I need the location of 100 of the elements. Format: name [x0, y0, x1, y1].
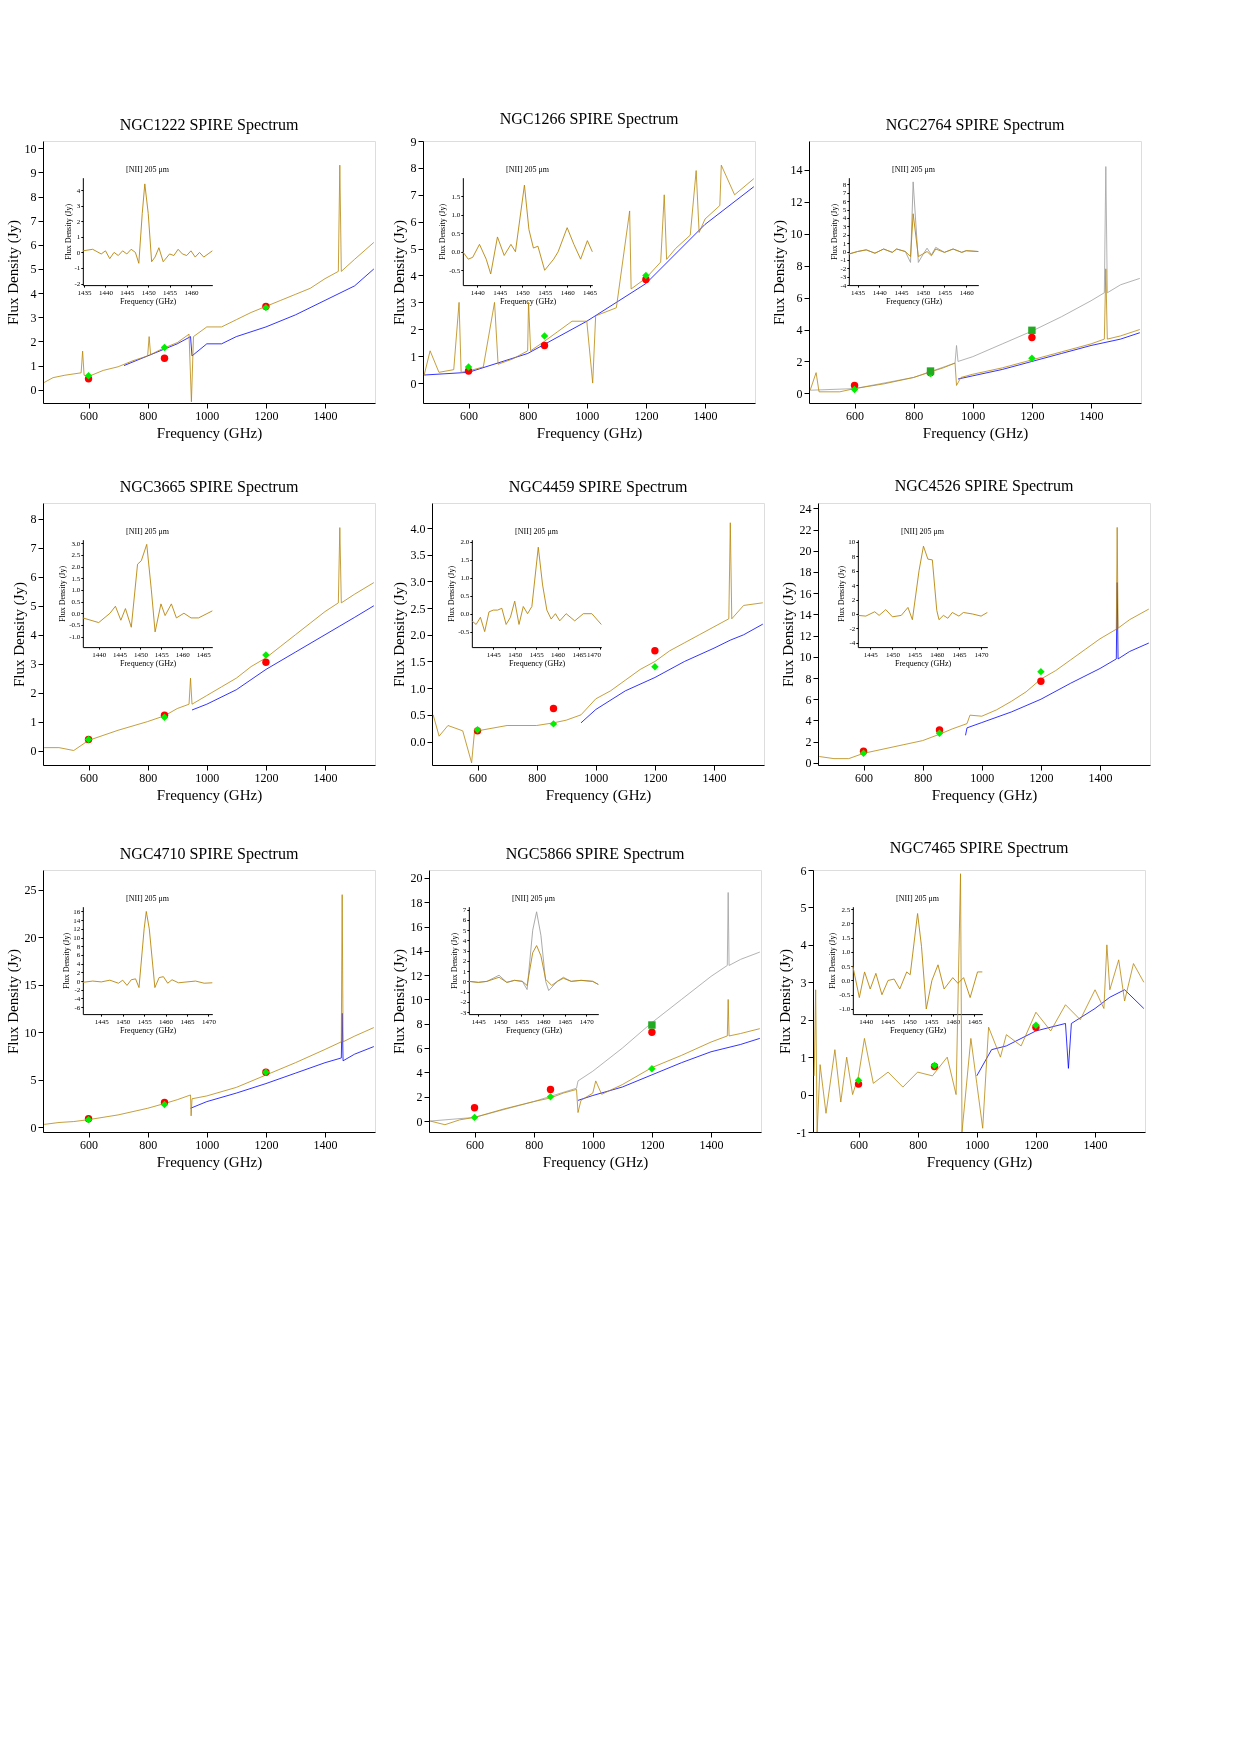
x-tick-label: 800 [139, 408, 158, 423]
y-tick-label: 8 [30, 512, 37, 527]
x-tick-label: 1400 [1083, 1137, 1108, 1152]
y-tick-label: 0 [30, 1120, 37, 1135]
x-tick-label: 1400 [1079, 408, 1104, 423]
x-axis-title: Frequency (GHz) [926, 1153, 1033, 1171]
chart-title: [NII] 205 μm [512, 893, 556, 903]
x-tick-label: 1400 [313, 1137, 338, 1152]
y-tick-label: 0 [800, 1088, 807, 1103]
y-tick-label: 1 [30, 359, 37, 374]
y-tick-label: 1 [410, 349, 417, 364]
x-axis-title: Frequency (GHz) [931, 786, 1038, 804]
y-tick-label: 3 [410, 295, 417, 310]
y-tick-label: 24 [799, 501, 812, 516]
y-tick-label: 22 [799, 523, 812, 538]
x-tick-label: 1400 [699, 1137, 724, 1152]
x-axis-title: Frequency (GHz) [156, 1153, 263, 1171]
y-tick-label: 16 [799, 586, 812, 601]
x-axis-title: Frequency (GHz) [156, 424, 263, 442]
y-axis-title: Flux Density (Jy) [438, 203, 448, 260]
chart-title: NGC2764 SPIRE Spectrum [885, 116, 1065, 134]
y-tick-label: 6 [410, 215, 417, 230]
y-tick-label: 2.0 [410, 628, 426, 643]
x-tick-label: 800 [139, 1137, 158, 1152]
y-tick-label: 12 [790, 195, 803, 210]
y-tick-label: 4 [30, 628, 37, 643]
x-tick-label: 800 [909, 1137, 928, 1152]
y-tick-label: 3 [30, 310, 37, 325]
y-tick-label: 5 [410, 242, 417, 257]
x-tick-label: 800 [525, 1137, 544, 1152]
y-axis-title: Flux Density (Jy) [776, 949, 794, 1054]
x-tick-label: 1200 [254, 408, 279, 423]
x-axis-title: Frequency (GHz) [119, 296, 177, 306]
chart-title: NGC4526 SPIRE Spectrum [894, 477, 1074, 496]
chart-title: NGC7465 SPIRE Spectrum [889, 839, 1069, 857]
x-tick-label: 1200 [634, 408, 659, 423]
y-tick-label: 1 [800, 1050, 807, 1065]
chart-title: NGC4710 SPIRE Spectrum [119, 845, 299, 863]
y-tick-label: 2 [30, 334, 37, 349]
y-tick-label: 4 [410, 269, 417, 283]
y-tick-label: 7 [30, 214, 37, 229]
x-tick-label: 600 [466, 1137, 485, 1152]
y-tick-label: 0 [416, 1114, 423, 1129]
y-tick-label: 0.0 [410, 735, 426, 750]
y-tick-label: 25 [24, 883, 37, 898]
x-tick-label: 1400 [693, 408, 718, 423]
chart-title: [NII] 205 μm [901, 526, 945, 536]
x-tick-label: 1200 [1020, 408, 1045, 423]
x-axis-title: Frequency (GHz) [894, 658, 952, 668]
x-tick-label: 600 [460, 408, 479, 423]
y-tick-label: 3 [800, 975, 807, 990]
y-tick-label: 2 [800, 1013, 807, 1028]
y-tick-label: 5 [800, 900, 807, 915]
x-axis-title: Frequency (GHz) [505, 1025, 563, 1035]
y-tick-label: 1.0 [410, 681, 426, 696]
y-tick-label: 5 [30, 599, 37, 614]
y-tick-label: 2 [805, 735, 812, 750]
chart-title: [NII] 205 μm [126, 893, 170, 903]
x-axis-title: Frequency (GHz) [889, 1025, 947, 1035]
y-axis-title: Flux Density (Jy) [4, 949, 22, 1054]
y-tick-label: 2.5 [410, 601, 426, 616]
y-axis-title: Flux Density (Jy) [837, 565, 847, 622]
x-tick-label: 1000 [195, 408, 220, 423]
x-tick-label: 1000 [195, 770, 220, 785]
y-tick-label: 8 [805, 671, 812, 686]
x-tick-label: 1200 [643, 770, 668, 785]
y-axis-title: Flux Density (Jy) [10, 582, 28, 687]
x-tick-label: 1400 [1088, 770, 1113, 785]
y-axis-title: Flux Density (Jy) [449, 932, 459, 989]
x-tick-label: 1000 [965, 1137, 990, 1152]
x-tick-label: 800 [528, 770, 547, 785]
x-tick-label: 1400 [702, 770, 727, 785]
y-tick-label: 6 [30, 238, 37, 253]
y-tick-label: 14 [410, 944, 423, 959]
y-tick-label: 2 [416, 1090, 423, 1105]
y-tick-label: 2 [410, 322, 417, 337]
y-tick-label: 6 [796, 291, 803, 306]
y-tick-label: 10 [790, 227, 803, 242]
x-tick-label: 1000 [195, 1137, 220, 1152]
y-tick-label: 0 [805, 756, 812, 771]
x-axis-title: Frequency (GHz) [536, 424, 643, 442]
y-axis-title: Flux Density (Jy) [829, 203, 839, 260]
x-axis-title: Frequency (GHz) [499, 296, 557, 306]
y-tick-label: 6 [416, 1041, 423, 1056]
chart-title: [NII] 205 μm [126, 526, 170, 536]
x-tick-label: 1200 [254, 1137, 279, 1152]
y-tick-label: 10 [24, 141, 37, 156]
y-axis-title: Flux Density (Jy) [4, 220, 22, 325]
x-tick-label: 1000 [970, 770, 995, 785]
y-tick-label: 4 [800, 938, 807, 953]
y-tick-label: 20 [410, 871, 423, 886]
chart-title: NGC4459 SPIRE Spectrum [508, 478, 688, 496]
y-tick-label: 0 [30, 744, 37, 759]
y-axis-title: Flux Density (Jy) [779, 582, 797, 687]
y-tick-label: 18 [799, 565, 812, 580]
x-axis-title: Frequency (GHz) [508, 658, 566, 668]
x-tick-label: 600 [846, 408, 865, 423]
y-tick-label: 6 [805, 692, 812, 707]
x-tick-label: 1000 [961, 408, 986, 423]
x-tick-label: 1200 [1029, 770, 1054, 785]
